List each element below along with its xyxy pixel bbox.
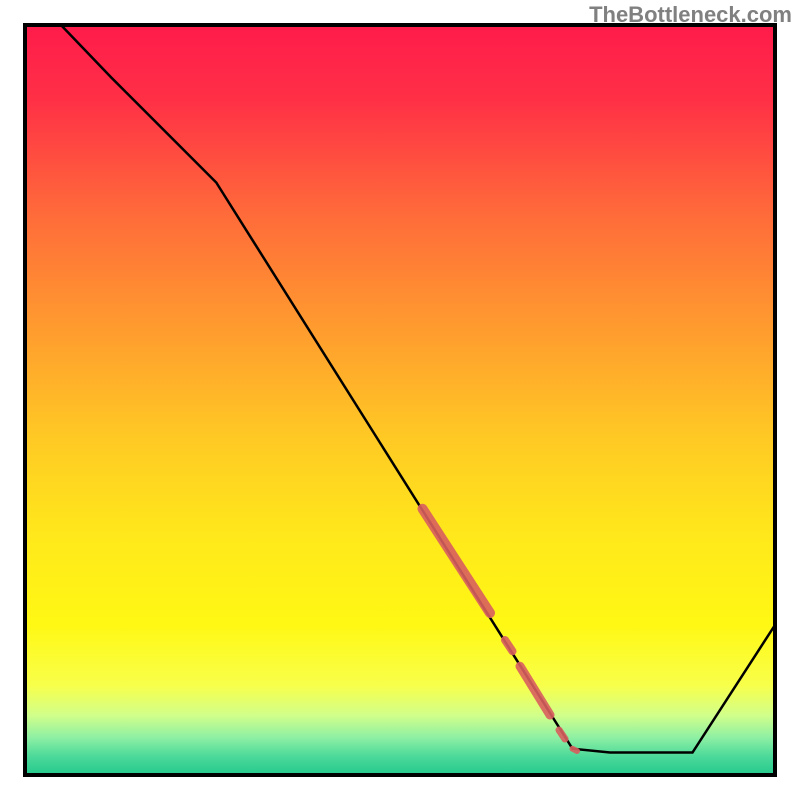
chart-svg	[0, 0, 800, 800]
marker-segment	[559, 730, 565, 739]
marker-segment	[573, 749, 578, 751]
gradient-background	[25, 25, 775, 775]
bottleneck-chart: TheBottleneck.com	[0, 0, 800, 800]
